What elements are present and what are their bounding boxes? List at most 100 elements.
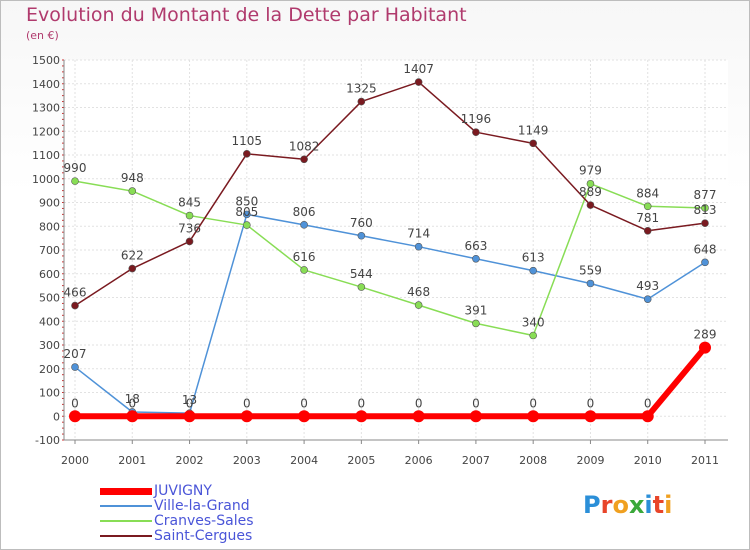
data-point [240, 410, 253, 423]
legend-swatch [100, 505, 152, 507]
data-point [701, 219, 709, 227]
data-point [586, 201, 595, 209]
data-point [469, 410, 482, 423]
data-point [300, 221, 308, 229]
data-label: 1196 [461, 112, 492, 126]
data-label: 781 [636, 211, 659, 225]
data-point [185, 237, 194, 246]
y-tick-label: 1300 [32, 102, 60, 115]
x-tick-label: 2005 [347, 454, 375, 467]
data-label: 736 [178, 221, 201, 235]
data-label: 0 [300, 396, 308, 410]
data-point [643, 295, 652, 303]
data-label: 622 [121, 249, 144, 263]
data-label: 845 [178, 196, 201, 210]
data-point [529, 266, 537, 275]
x-tick-label: 2008 [519, 454, 547, 467]
y-tick-label: 400 [39, 315, 60, 328]
logo-letter: x [628, 491, 645, 519]
data-label: 813 [694, 203, 717, 217]
chart-unit: (en €) [26, 29, 59, 42]
data-point [357, 283, 366, 291]
x-tick-label: 2006 [405, 454, 433, 467]
data-label: 0 [529, 396, 537, 410]
data-label: 0 [358, 396, 366, 410]
data-label: 0 [71, 396, 79, 410]
data-point [414, 301, 423, 309]
data-label: 1407 [403, 62, 434, 76]
chart-title: Evolution du Montant de la Dette par Hab… [26, 4, 467, 26]
x-tick-label: 2007 [462, 454, 490, 467]
data-label: 18 [125, 392, 140, 406]
legend-label: Saint-Cergues [154, 528, 253, 544]
data-point [300, 266, 308, 274]
data-label: 877 [694, 188, 717, 202]
x-tick-label: 2003 [233, 454, 261, 467]
data-label: 289 [694, 328, 717, 342]
data-label: 1082 [289, 139, 320, 153]
data-label: 0 [186, 396, 194, 410]
data-point [355, 410, 368, 423]
x-tick-label: 2002 [176, 454, 204, 467]
logo-letter: i [644, 491, 653, 519]
y-tick-label: 100 [39, 387, 60, 400]
data-label: 648 [694, 242, 717, 256]
data-point [243, 221, 251, 229]
data-point [69, 410, 81, 423]
logo-letter: i [664, 491, 673, 519]
data-label: 207 [64, 347, 87, 361]
data-point [527, 410, 540, 423]
y-tick-label: 1200 [32, 125, 60, 138]
data-point [128, 187, 137, 195]
logo-letter: r [600, 491, 613, 519]
data-label: 468 [407, 285, 430, 299]
data-label: 714 [407, 227, 430, 241]
data-label: 340 [522, 316, 545, 330]
logo-letter: o [612, 491, 629, 519]
data-point [472, 319, 480, 328]
data-point [128, 264, 137, 273]
legend-swatch [100, 535, 152, 537]
y-tick-label: 1400 [32, 78, 60, 91]
data-point [357, 97, 366, 106]
data-label: 850 [235, 194, 258, 208]
data-label: 805 [235, 205, 258, 219]
legend-item: Saint-Cergues [100, 528, 340, 544]
data-point [243, 150, 251, 158]
legend-label: Ville-la-Grand [154, 498, 250, 514]
y-tick-label: 800 [39, 220, 60, 233]
x-tick-label: 2009 [576, 454, 604, 467]
data-label: 544 [350, 267, 373, 281]
legend-item: JUVIGNY [100, 483, 340, 499]
data-label: 493 [636, 279, 659, 293]
data-point [643, 202, 652, 211]
data-point [71, 363, 79, 371]
data-point [701, 258, 709, 267]
data-point [701, 204, 709, 212]
data-point [126, 410, 139, 423]
chart-legend: JUVIGNY Ville-la-Grand Cranves-Sales Saint-… [100, 483, 340, 544]
data-label: 948 [121, 171, 144, 185]
y-tick-label: 200 [39, 363, 60, 376]
data-label: 0 [587, 396, 595, 410]
series-line-cranves-sales [74, 180, 706, 337]
data-label: 979 [579, 164, 602, 178]
data-label: 616 [293, 250, 316, 264]
x-tick-label: 2004 [290, 454, 318, 467]
data-label: 1149 [518, 123, 549, 137]
data-label: 760 [350, 216, 373, 230]
y-tick-label: 700 [39, 244, 60, 257]
data-point [472, 128, 480, 136]
y-tick-label: 0 [53, 410, 60, 423]
data-label: 613 [522, 251, 545, 265]
legend-item: Ville-la-Grand [100, 498, 340, 514]
logo-letter: P [583, 491, 601, 519]
data-point [298, 410, 311, 423]
data-label: 559 [579, 263, 602, 277]
data-point [71, 177, 79, 185]
data-label: 13 [182, 393, 197, 407]
logo-letter: t [652, 491, 665, 519]
data-point [414, 78, 423, 86]
y-tick-label: 600 [39, 268, 60, 281]
